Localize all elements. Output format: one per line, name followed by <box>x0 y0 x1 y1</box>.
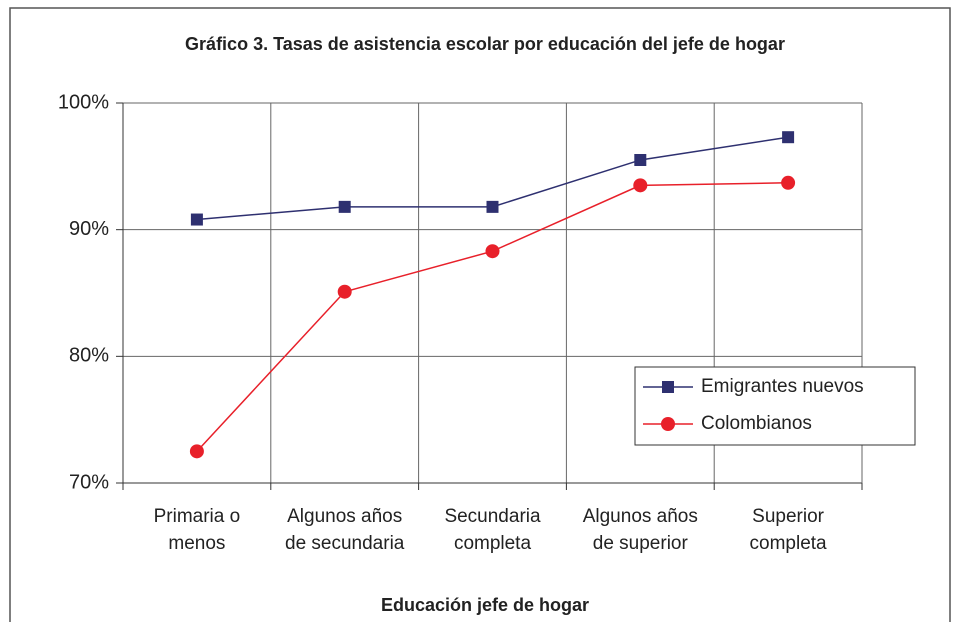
data-point <box>190 213 203 226</box>
data-point <box>485 244 500 259</box>
data-point <box>633 178 648 193</box>
y-tick-label: 100% <box>58 91 109 113</box>
data-point <box>486 200 499 213</box>
data-point <box>782 131 795 144</box>
x-tick-label: Algunos años de superior <box>582 506 698 554</box>
x-tick-label: Algunos años de secundaria <box>285 506 405 554</box>
chart-title: Gráfico 3. Tasas de asistencia escolar p… <box>185 34 785 54</box>
legend-label: Emigrantes nuevos <box>701 376 864 397</box>
data-point <box>634 154 647 166</box>
x-tick-label: Superior completa <box>749 506 827 554</box>
y-tick-label: 70% <box>69 471 109 493</box>
x-tick-label: Secundaria completa <box>444 506 541 554</box>
data-point <box>337 284 352 299</box>
y-tick-label: 90% <box>69 218 109 240</box>
legend-marker <box>662 381 674 393</box>
x-tick-label: Primaria o menos <box>153 506 241 554</box>
x-axis-label: Educación jefe de hogar <box>381 595 589 615</box>
data-point <box>781 175 796 190</box>
legend-box <box>634 366 916 446</box>
legend-marker <box>661 417 675 431</box>
legend-label: Colombianos <box>701 413 812 434</box>
chart-frame <box>9 7 951 622</box>
data-point <box>338 200 351 213</box>
data-point <box>189 444 204 459</box>
y-tick-label: 80% <box>69 345 109 367</box>
